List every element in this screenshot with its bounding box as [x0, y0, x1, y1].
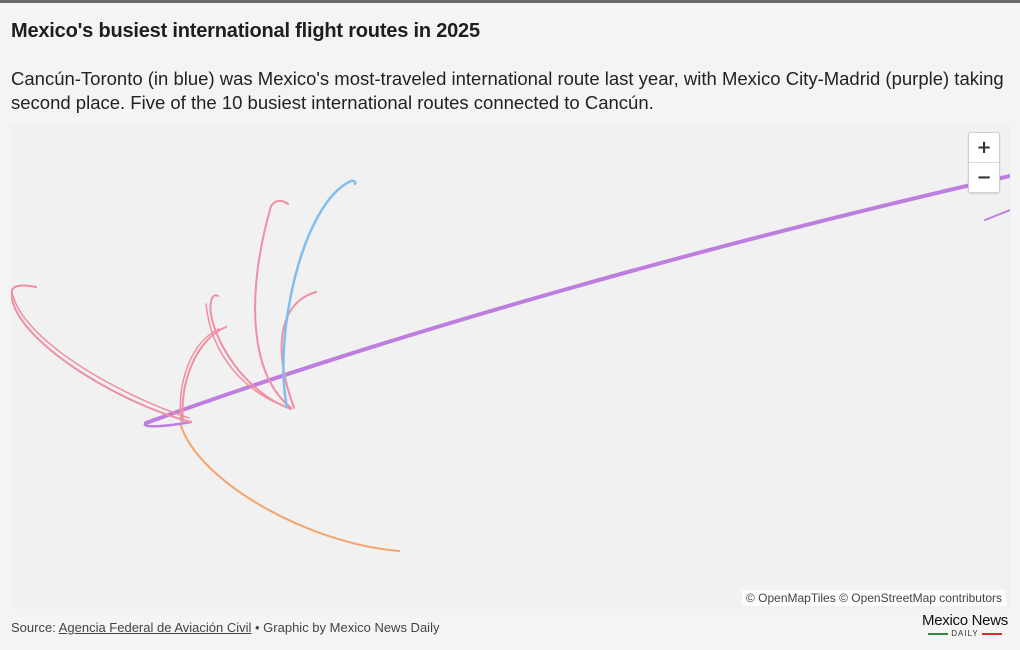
route-mexico-city-north-2: [179, 328, 220, 422]
logo-name: Mexico News: [922, 612, 1008, 629]
logo-green-bar: [928, 632, 949, 635]
route-mexico-city-south: [180, 425, 400, 552]
route-mexico-city-west-2: [11, 291, 190, 419]
source-prefix: Source:: [11, 620, 59, 635]
route-cancun-3: [209, 294, 292, 410]
route-cancun-1: [254, 199, 292, 409]
top-rule: [0, 0, 1020, 3]
mexico-news-daily-logo[interactable]: Mexico News DAILY: [919, 613, 1011, 639]
route-map[interactable]: + − © OpenMapTiles © OpenStreetMap contr…: [11, 124, 1010, 609]
route-cancun-4: [205, 303, 290, 409]
footer-source: Source: Agencia Federal de Aviación Civi…: [11, 620, 439, 635]
route-mexico-city-madrid: [144, 174, 1010, 425]
route-cancun-2: [280, 291, 317, 409]
zoom-in-button[interactable]: +: [976, 137, 992, 158]
logo-red-bar: [981, 632, 1002, 635]
chart-title: Mexico's busiest international flight ro…: [11, 20, 480, 42]
zoom-control: + −: [968, 132, 1000, 193]
logo-subline: DAILY: [919, 629, 1011, 639]
map-attribution: © OpenMapTiles © OpenStreetMap contribut…: [741, 590, 1006, 606]
chart-subtitle: Cancún-Toronto (in blue) was Mexico's mo…: [11, 68, 1004, 113]
source-link[interactable]: Agencia Federal de Aviación Civil: [58, 620, 252, 635]
zoom-out-button[interactable]: −: [969, 162, 999, 192]
graphic-credit: • Graphic by Mexico News Daily: [251, 620, 440, 635]
route-mexico-city-madrid-hook: [143, 420, 193, 428]
route-mexico-city-west-1: [11, 284, 192, 423]
route-mexico-city-madrid-continuation: [984, 209, 1010, 221]
logo-daily: DAILY: [951, 629, 979, 638]
route-cancun-toronto: [282, 179, 357, 409]
route-layer: [11, 174, 1010, 552]
